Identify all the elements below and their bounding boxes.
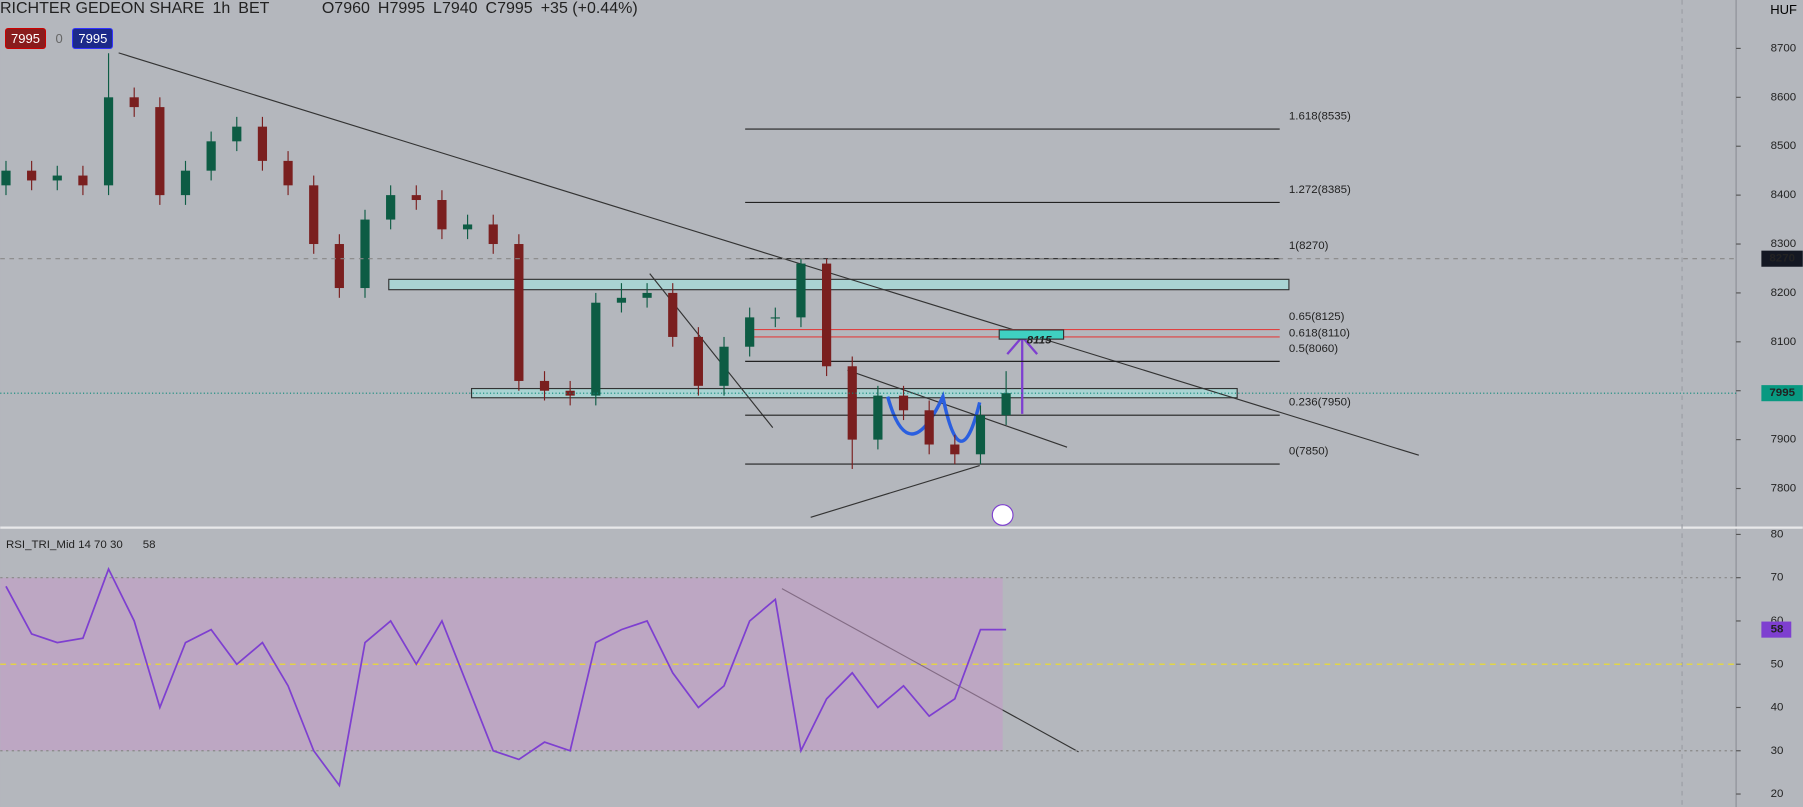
trend-line: [847, 369, 1068, 448]
candle-body: [206, 141, 216, 171]
fib-label: 0.5(8060): [1289, 343, 1338, 355]
candle-body: [360, 219, 370, 289]
candle-body: [232, 126, 242, 142]
y-tick-label: 80: [1771, 528, 1784, 540]
rsi-tag: [1761, 621, 1792, 638]
currency[interactable]: HUF: [1770, 2, 1797, 17]
y-tick-label: 8200: [1771, 287, 1797, 299]
candle-body: [693, 336, 703, 386]
pane-title: RSI_TRI_Mid 14 70 30: [6, 539, 123, 551]
header: RICHTER GEDEON SHARE 1h BET O7960 H7995 L794…: [0, 0, 646, 18]
fib-label: 1(8270): [1289, 240, 1329, 252]
ohlc-open: O7960: [321, 0, 370, 17]
candle-body: [1001, 393, 1011, 416]
candle-body: [847, 366, 857, 440]
pane-value: 58: [143, 539, 156, 551]
candle-body: [27, 170, 37, 181]
exchange: BET: [238, 0, 270, 17]
y-tick-label: 8600: [1771, 91, 1797, 103]
y-tick-label: 30: [1771, 745, 1784, 757]
candle-body: [334, 244, 344, 289]
y-tick-label: 7900: [1771, 434, 1797, 446]
candle-body: [719, 346, 729, 386]
y-tick-label: 8700: [1771, 42, 1797, 54]
candle-body: [539, 380, 550, 391]
candle-body: [411, 195, 421, 201]
candle-body: [309, 185, 319, 245]
candle-body: [283, 160, 293, 186]
event-icon: [991, 504, 1014, 526]
candle-body: [514, 244, 524, 381]
candle-body: [386, 195, 396, 220]
y-tick-label: 8400: [1771, 189, 1797, 201]
y-tick-label: 7800: [1771, 483, 1797, 495]
rsi-tag-label: 58: [1771, 624, 1784, 636]
fib-label: 0.65(8125): [1289, 311, 1345, 323]
candle-body: [616, 297, 627, 303]
spread: 0: [55, 31, 63, 46]
fib-label: 0.618(8110): [1289, 328, 1350, 340]
candle-body: [975, 415, 986, 455]
candle-body: [898, 395, 909, 411]
fib-label: 0(7850): [1289, 445, 1329, 457]
crosshair-tag: [1761, 250, 1803, 267]
candle-body: [822, 263, 832, 367]
fib-label: 0.236(7950): [1289, 397, 1351, 409]
buy-button[interactable]: 7995: [72, 28, 114, 49]
candle-body: [155, 107, 165, 196]
candle-body: [462, 224, 473, 230]
candle-body: [796, 263, 806, 318]
crosshair-label: 8270: [1769, 253, 1795, 265]
y-tick-label: 20: [1771, 788, 1784, 800]
candle-body: [924, 410, 934, 445]
candle-body: [78, 175, 88, 186]
candle-body: [642, 292, 652, 298]
interval: 1h: [212, 0, 231, 17]
y-tick-label: 70: [1771, 572, 1784, 584]
ohlc-low: L7940: [433, 0, 478, 17]
last-price-tag: [1761, 385, 1803, 402]
zone: [388, 278, 1290, 291]
candle-body: [770, 317, 780, 319]
y-tick-label: 8300: [1771, 238, 1797, 250]
trend-line: [810, 465, 980, 518]
candle-body: [668, 292, 678, 337]
candle-body: [103, 97, 114, 186]
candle-body: [873, 395, 883, 440]
symbol: RICHTER GEDEON SHARE: [0, 0, 205, 17]
last-price-label: 7995: [1769, 387, 1795, 399]
y-tick-label: 8100: [1771, 336, 1797, 348]
fib-label: 1.618(8535): [1289, 110, 1351, 122]
trend-line: [118, 52, 1419, 456]
y-tick-label: 50: [1771, 658, 1784, 670]
annotation: 8115: [1027, 334, 1052, 346]
candle-body: [488, 224, 498, 245]
y-tick-label: 8500: [1771, 140, 1797, 152]
candle-body: [437, 200, 447, 230]
candle-body: [129, 97, 139, 108]
ohlc-change: +35 (+0.44%): [540, 0, 638, 17]
trade-buttons: 7995 0 7995: [5, 28, 114, 49]
candle-body: [745, 317, 755, 347]
target-box: [998, 329, 1065, 340]
candle-body: [180, 170, 191, 196]
ohlc-high: H7995: [377, 0, 426, 17]
candle-body: [591, 302, 601, 396]
rsi-line: [5, 566, 1007, 788]
fib-label: 1.272(8385): [1289, 184, 1351, 196]
y-tick-label: 40: [1771, 702, 1784, 714]
ohlc-close: C7995: [485, 0, 533, 17]
candle-body: [257, 126, 268, 161]
candle-body: [52, 175, 62, 181]
pattern-drawing: [886, 391, 982, 443]
sell-button[interactable]: 7995: [5, 28, 46, 49]
candle-body: [1, 170, 11, 186]
candle-body: [950, 444, 960, 455]
